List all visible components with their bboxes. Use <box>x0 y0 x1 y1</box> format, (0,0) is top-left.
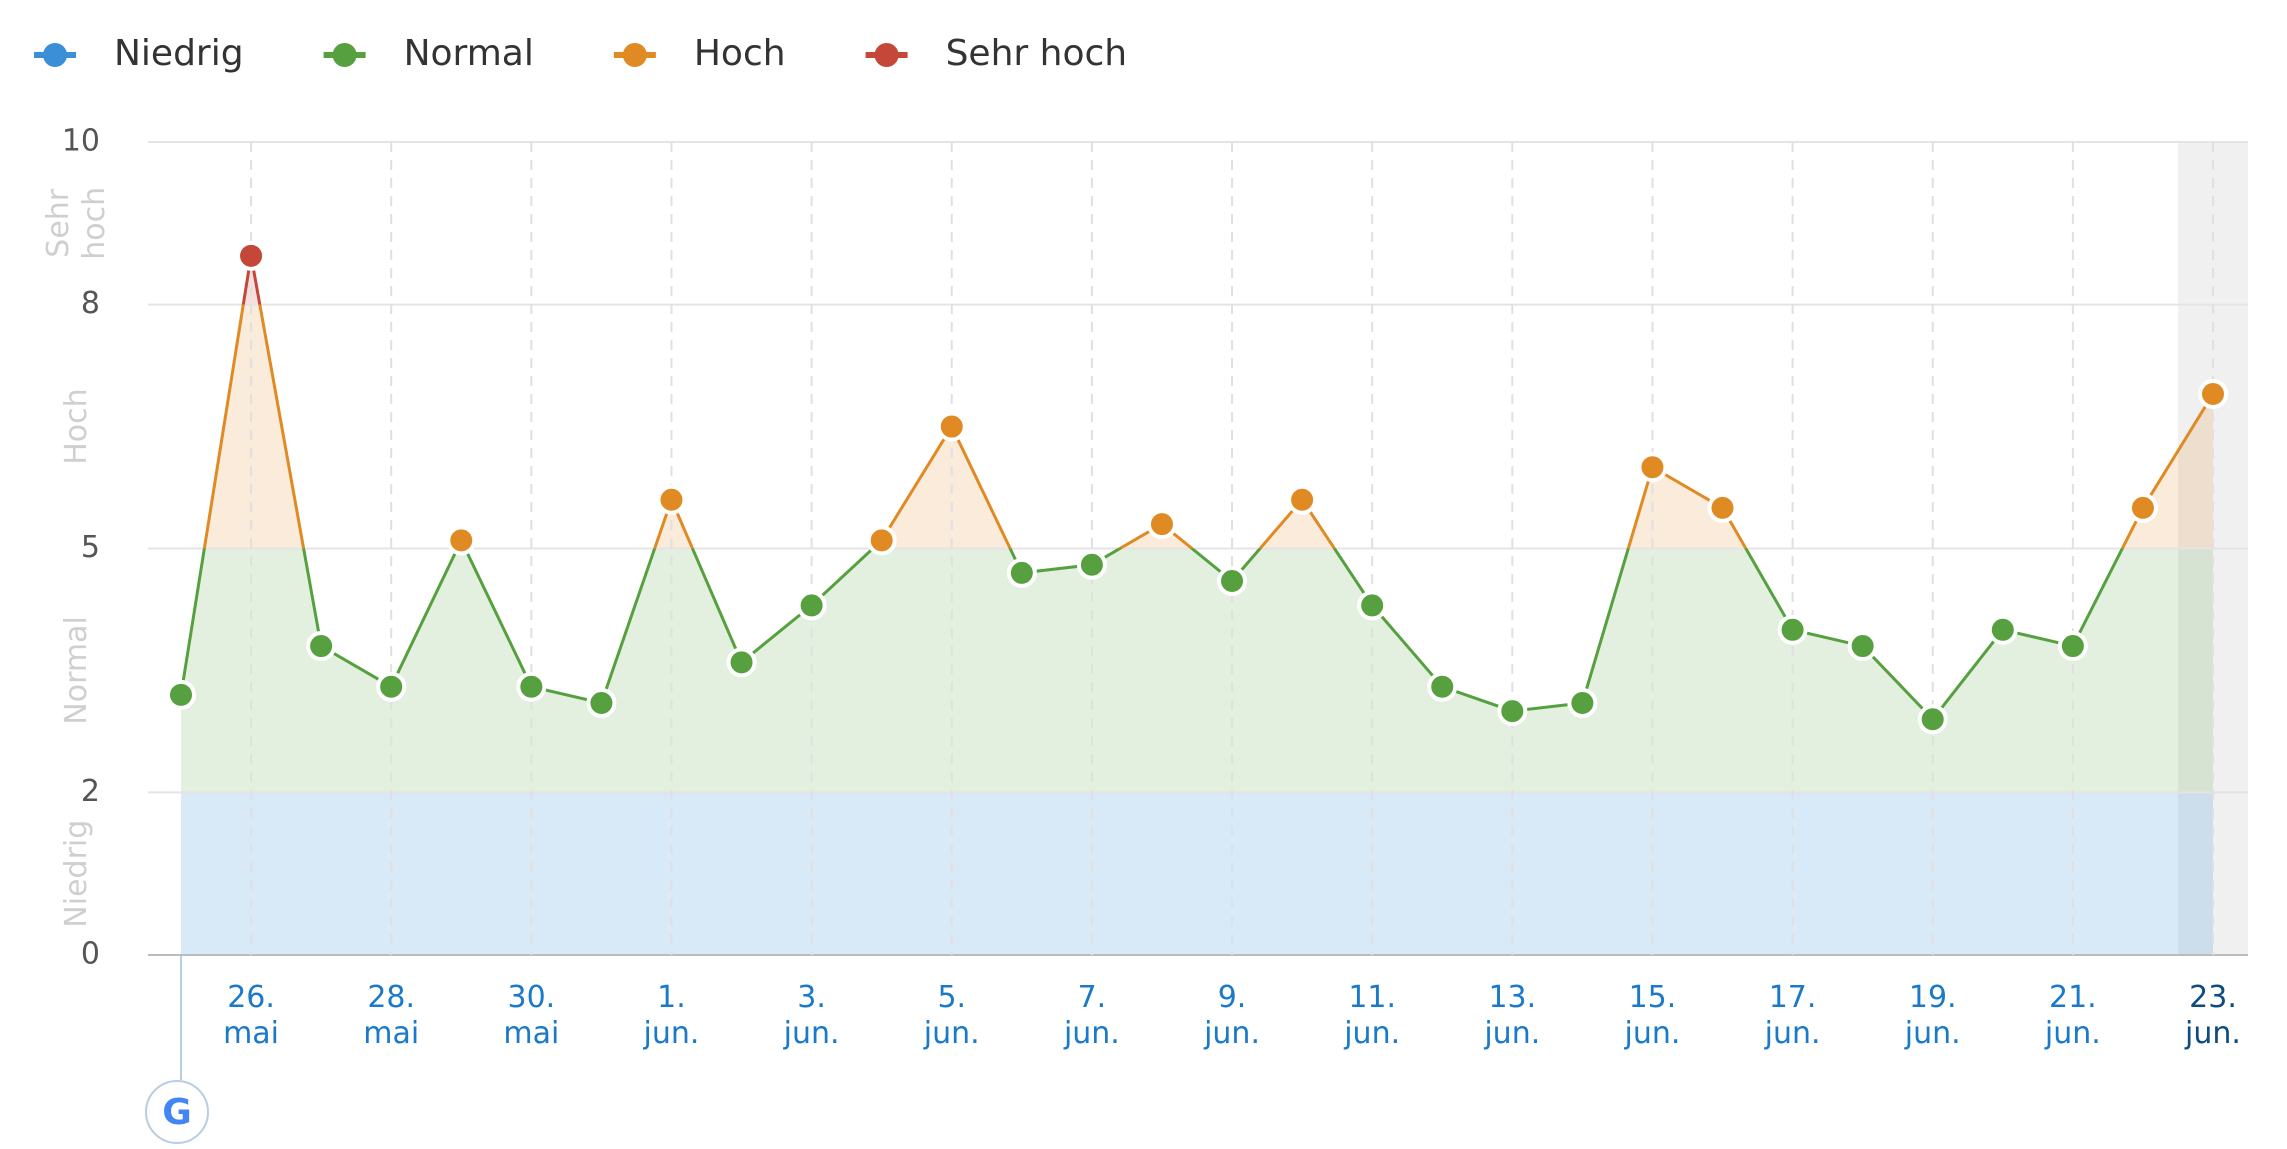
point <box>1217 566 1248 597</box>
x-tick-label: 17. jun. <box>1764 980 1821 1051</box>
legend-item: Sehr hoch <box>865 33 1128 74</box>
legend-marker <box>332 43 357 67</box>
band-label: Niedrig <box>59 820 94 928</box>
point <box>1006 557 1037 588</box>
point <box>1146 509 1177 540</box>
y-tick-label: 10 <box>62 124 100 159</box>
point <box>376 671 407 702</box>
point <box>1567 687 1598 718</box>
google-icon[interactable]: G <box>145 1080 209 1144</box>
x-tick-label: 9. jun. <box>1203 980 1260 1051</box>
x-tick-label: 11. jun. <box>1343 980 1400 1051</box>
legend-label: Normal <box>404 33 534 74</box>
point <box>306 631 337 662</box>
legend-label: Sehr hoch <box>946 33 1128 74</box>
band-area <box>181 792 2213 955</box>
point <box>2057 631 2088 662</box>
x-tick-label: 15. jun. <box>1623 980 1680 1051</box>
point <box>586 687 617 718</box>
point <box>866 525 897 556</box>
point <box>1357 590 1388 621</box>
svg-text:G: G <box>162 1092 192 1133</box>
band-label: Hoch <box>59 388 94 464</box>
point <box>796 590 827 621</box>
legend-item: Niedrig <box>34 33 244 74</box>
x-tick-label: 23. jun. <box>2184 980 2241 1051</box>
legend-marker <box>622 43 647 67</box>
point <box>1497 696 1528 727</box>
line <box>179 548 2125 722</box>
point <box>936 411 967 442</box>
point <box>1287 484 1318 515</box>
x-tick-label: 30. mai <box>503 980 559 1051</box>
band-area <box>243 255 260 305</box>
point <box>1847 631 1878 662</box>
point <box>446 525 477 556</box>
point <box>656 484 687 515</box>
legend-marker <box>874 43 899 67</box>
x-tick-label: 28. mai <box>363 980 419 1051</box>
legend-label: Niedrig <box>114 33 244 74</box>
point <box>166 679 196 710</box>
band-label: Normal <box>59 616 94 725</box>
y-tick-label: 5 <box>81 530 100 565</box>
point <box>1707 492 1738 523</box>
point <box>1637 452 1668 483</box>
legend-marker <box>43 43 67 67</box>
point <box>726 647 757 678</box>
x-tick-label: 1. jun. <box>643 980 700 1051</box>
point <box>2127 492 2158 523</box>
y-tick-label: 8 <box>81 286 100 321</box>
point <box>1777 614 1808 645</box>
legend-item: Normal <box>323 33 534 74</box>
point <box>2198 379 2228 410</box>
point <box>236 240 267 271</box>
y-tick-label: 2 <box>81 774 100 809</box>
x-tick-label: 5. jun. <box>923 980 980 1051</box>
point <box>1917 704 1948 735</box>
x-tick-label: 26. mai <box>223 980 279 1051</box>
x-tick-label: 3. jun. <box>783 980 840 1051</box>
point <box>1987 614 2018 645</box>
point <box>1076 549 1107 580</box>
x-tick-label: 7. jun. <box>1063 980 1120 1051</box>
x-tick-label: 21. jun. <box>2044 980 2101 1051</box>
y-tick-label: 0 <box>81 937 100 972</box>
x-tick-label: 19. jun. <box>1904 980 1961 1051</box>
band-label: Sehrhoch <box>41 187 112 260</box>
band-area <box>181 548 2213 793</box>
x-tick-label: 13. jun. <box>1483 980 1540 1051</box>
point <box>1427 671 1458 702</box>
point <box>516 671 547 702</box>
legend-item: Hoch <box>613 33 786 74</box>
legend-label: Hoch <box>694 33 786 74</box>
